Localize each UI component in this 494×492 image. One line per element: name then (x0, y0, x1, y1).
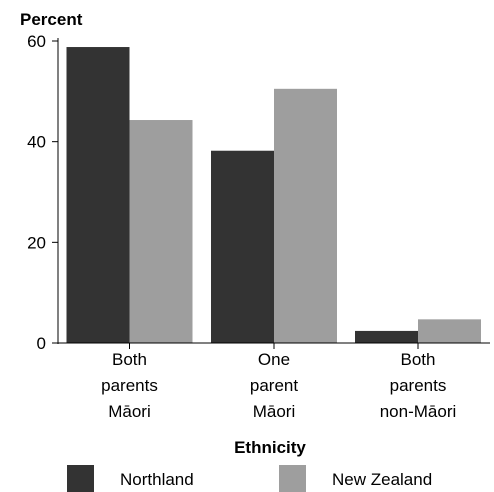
x-axis-title: Ethnicity (234, 438, 306, 457)
legend-label-northland: Northland (120, 470, 194, 489)
legend-label-new-zealand: New Zealand (332, 470, 432, 489)
y-axis-title: Percent (20, 10, 83, 29)
x-axis-ticks: Both parents Māori One parent Māori Both parent… (101, 343, 456, 421)
x-tick-label: non-Māori (380, 402, 457, 421)
x-tick-label: Both (401, 350, 436, 369)
bar-northland-1 (211, 150, 274, 343)
bar-northland-0 (66, 47, 130, 343)
y-tick-label: 20 (27, 233, 46, 252)
x-tick-label: Both (112, 350, 147, 369)
y-axis-ticks: 0 20 40 60 (27, 32, 58, 353)
x-tick-label: parents (390, 376, 447, 395)
bars (66, 47, 481, 343)
bar-northland-2 (355, 330, 418, 343)
legend: Northland New Zealand (67, 465, 432, 492)
y-tick-label: 60 (27, 32, 46, 51)
bar-new-zealand-1 (274, 88, 337, 343)
y-tick-label: 0 (37, 334, 46, 353)
legend-swatch-new-zealand (279, 465, 306, 492)
x-tick-label: One (258, 350, 290, 369)
x-tick-label: Māori (253, 402, 296, 421)
x-tick-label: Māori (108, 402, 151, 421)
x-tick-label: parent (250, 376, 298, 395)
bar-new-zealand-2 (418, 319, 481, 343)
y-tick-label: 40 (27, 133, 46, 152)
x-tick-label: parents (101, 376, 158, 395)
legend-swatch-northland (67, 465, 94, 492)
bar-new-zealand-0 (129, 120, 193, 343)
